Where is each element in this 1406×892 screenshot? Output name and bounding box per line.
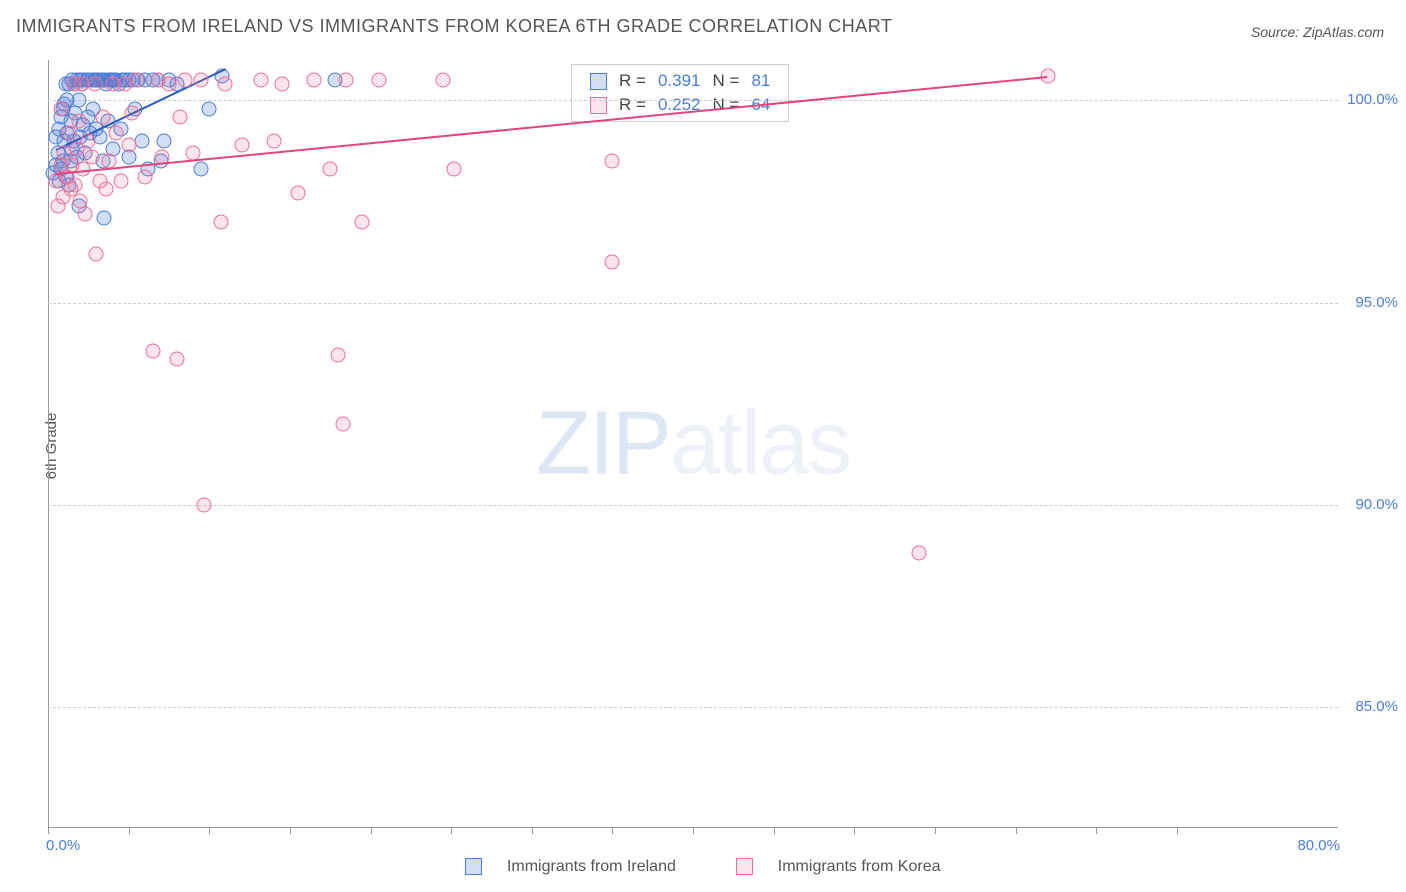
x-tick — [290, 828, 291, 834]
data-point — [194, 73, 209, 88]
data-point — [911, 546, 926, 561]
data-point — [81, 133, 96, 148]
data-point — [173, 109, 188, 124]
x-tick — [612, 828, 613, 834]
swatch-blue-icon — [465, 858, 482, 875]
data-point — [336, 416, 351, 431]
gridline — [48, 100, 1338, 101]
data-point — [78, 206, 93, 221]
data-point — [87, 77, 102, 92]
data-point — [307, 73, 322, 88]
data-point — [178, 73, 193, 88]
watermark: ZIPatlas — [536, 393, 850, 496]
chart-area: ZIPatlas R = 0.391 N = 81 R = 0.252 N = … — [48, 60, 1338, 828]
x-tick — [935, 828, 936, 834]
x-tick — [1096, 828, 1097, 834]
gridline — [48, 707, 1338, 708]
trend-line — [56, 76, 1048, 175]
data-point — [84, 150, 99, 165]
x-tick — [1177, 828, 1178, 834]
data-point — [436, 73, 451, 88]
swatch-blue-icon — [590, 73, 607, 90]
y-tick-label: 95.0% — [1355, 294, 1398, 311]
x-tick — [371, 828, 372, 834]
data-point — [108, 125, 123, 140]
data-point — [137, 170, 152, 185]
data-point — [202, 101, 217, 116]
x-axis-start: 0.0% — [46, 837, 80, 854]
data-point — [197, 497, 212, 512]
data-point — [234, 137, 249, 152]
x-tick — [451, 828, 452, 834]
data-point — [194, 162, 209, 177]
gridline — [48, 505, 1338, 506]
data-point — [253, 73, 268, 88]
data-point — [355, 214, 370, 229]
data-point — [274, 77, 289, 92]
x-tick — [129, 828, 130, 834]
data-point — [605, 255, 620, 270]
data-point — [95, 109, 110, 124]
data-point — [161, 77, 176, 92]
x-tick — [48, 828, 49, 834]
data-point — [339, 73, 354, 88]
legend-item-korea: Immigrants from Korea — [722, 858, 954, 875]
data-point — [71, 93, 86, 108]
x-axis-end: 80.0% — [1297, 837, 1340, 854]
x-tick — [774, 828, 775, 834]
y-tick-label: 100.0% — [1347, 91, 1398, 108]
x-tick — [854, 828, 855, 834]
source-label: Source: ZipAtlas.com — [1251, 24, 1384, 40]
data-point — [447, 162, 462, 177]
data-point — [124, 105, 139, 120]
x-tick — [532, 828, 533, 834]
chart-title: IMMIGRANTS FROM IRELAND VS IMMIGRANTS FR… — [16, 16, 892, 37]
data-point — [290, 186, 305, 201]
data-point — [371, 73, 386, 88]
data-point — [129, 73, 144, 88]
data-point — [99, 182, 114, 197]
data-point — [97, 210, 112, 225]
x-tick — [209, 828, 210, 834]
data-point — [266, 133, 281, 148]
data-point — [134, 133, 149, 148]
data-point — [121, 137, 136, 152]
x-tick — [693, 828, 694, 834]
data-point — [323, 162, 338, 177]
y-tick-label: 90.0% — [1355, 496, 1398, 513]
data-point — [605, 154, 620, 169]
data-point — [218, 77, 233, 92]
data-point — [53, 101, 68, 116]
data-point — [157, 133, 172, 148]
legend-item-ireland: Immigrants from Ireland — [451, 858, 689, 875]
bottom-legend: Immigrants from Ireland Immigrants from … — [0, 858, 1406, 876]
data-point — [89, 247, 104, 262]
y-tick-label: 85.0% — [1355, 698, 1398, 715]
data-point — [145, 344, 160, 359]
data-point — [113, 174, 128, 189]
data-point — [170, 352, 185, 367]
data-point — [213, 214, 228, 229]
gridline — [48, 303, 1338, 304]
plot-area: ZIPatlas R = 0.391 N = 81 R = 0.252 N = … — [48, 60, 1338, 828]
swatch-pink-icon — [736, 858, 753, 875]
data-point — [331, 348, 346, 363]
data-point — [71, 113, 86, 128]
x-tick — [1016, 828, 1017, 834]
data-point — [68, 178, 83, 193]
stats-row-ireland: R = 0.391 N = 81 — [584, 69, 776, 93]
data-point — [61, 125, 76, 140]
